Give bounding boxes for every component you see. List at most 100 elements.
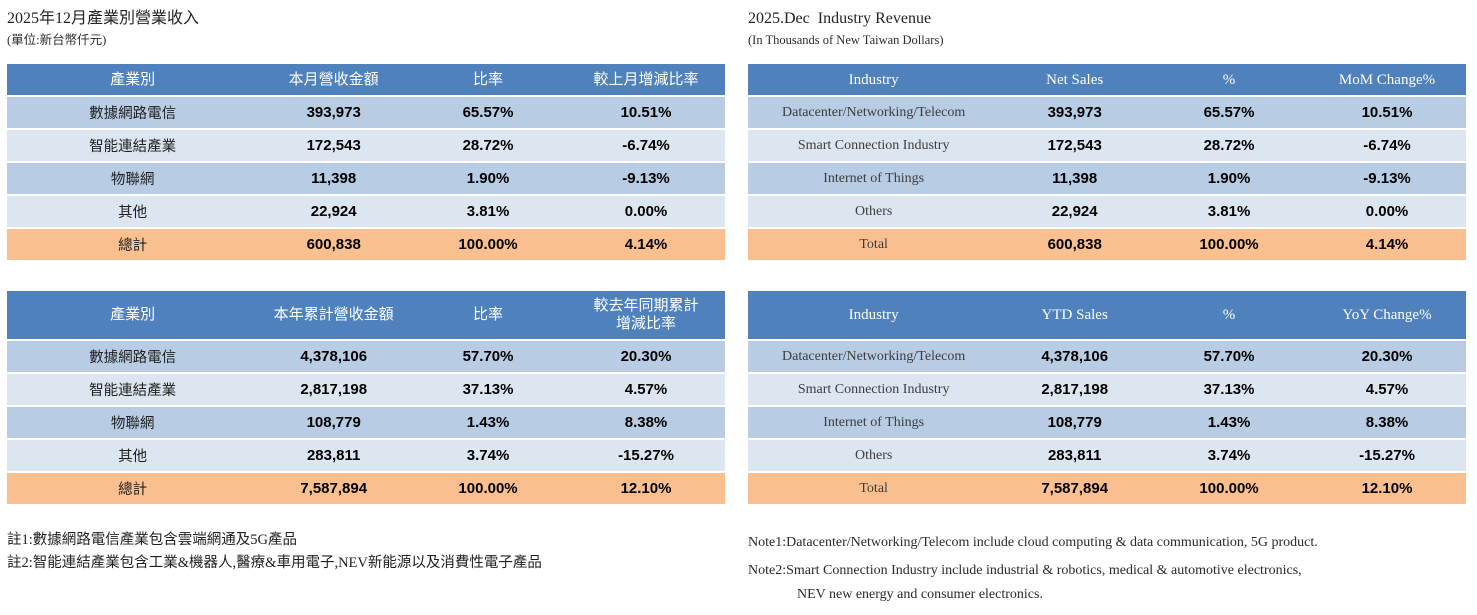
footnotes-zh: 註1:數據網路電信產業包含雲端網通及5G產品 註2:智能連結產業包含工業&機器人… bbox=[7, 529, 725, 575]
total-ytd-sales-cell: 7,587,894 bbox=[999, 473, 1151, 504]
total-mom-change-cell: 4.14% bbox=[567, 229, 725, 260]
table-row: 其他 22,924 3.81% 0.00% bbox=[7, 196, 725, 229]
col-header-net-sales: 本月營收金額 bbox=[258, 64, 410, 97]
percent-cell: 3.81% bbox=[409, 196, 568, 229]
table-row: 智能連結產業 2,817,198 37.13% 4.57% bbox=[7, 374, 725, 407]
industry-cell: 數據網路電信 bbox=[7, 97, 259, 130]
industry-cell: 物聯網 bbox=[7, 407, 259, 440]
table-row: 數據網路電信 4,378,106 57.70% 20.30% bbox=[7, 341, 725, 374]
ytd-sales-cell: 108,779 bbox=[999, 407, 1151, 440]
industry-cell: Smart Connection Industry bbox=[748, 374, 1000, 407]
table-row: 物聯網 108,779 1.43% 8.38% bbox=[7, 407, 725, 440]
mom-change-cell: -9.13% bbox=[567, 163, 725, 196]
yoy-change-cell: -15.27% bbox=[1308, 440, 1466, 473]
total-yoy-change-cell: 12.10% bbox=[567, 473, 725, 504]
col-header-mom-change: 較上月增減比率 bbox=[567, 64, 725, 97]
unit-subtitle-zh: (單位:新台幣仟元) bbox=[7, 33, 107, 47]
percent-cell: 28.72% bbox=[1150, 130, 1309, 163]
mom-change-cell: -6.74% bbox=[1308, 130, 1466, 163]
percent-cell: 1.43% bbox=[409, 407, 568, 440]
industry-cell: 數據網路電信 bbox=[7, 341, 259, 374]
total-yoy-change-cell: 12.10% bbox=[1308, 473, 1466, 504]
unit-subtitle-en: (In Thousands of New Taiwan Dollars) bbox=[748, 33, 944, 47]
percent-cell: 57.70% bbox=[1150, 341, 1309, 374]
header-row: Industry Net Sales % MoM Change% bbox=[748, 64, 1466, 97]
report-title-en: 2025.Dec Industry Revenue bbox=[748, 10, 932, 27]
total-percent-cell: 100.00% bbox=[409, 229, 568, 260]
net-sales-cell: 393,973 bbox=[258, 97, 410, 130]
total-row: Total 600,838 100.00% 4.14% bbox=[748, 229, 1466, 260]
total-row: 總計 7,587,894 100.00% 12.10% bbox=[7, 473, 725, 504]
yoy-change-cell: -15.27% bbox=[567, 440, 725, 473]
percent-cell: 28.72% bbox=[409, 130, 568, 163]
ytd-sales-cell: 4,378,106 bbox=[999, 341, 1151, 374]
table-row: Internet of Things 108,779 1.43% 8.38% bbox=[748, 407, 1466, 440]
note-line: Note1:Datacenter/Networking/Telecom incl… bbox=[748, 535, 1318, 550]
net-sales-cell: 22,924 bbox=[999, 196, 1151, 229]
col-header-industry: 產業別 bbox=[7, 291, 259, 341]
table-row: 智能連結產業 172,543 28.72% -6.74% bbox=[7, 130, 725, 163]
ytd-revenue-table-en: Industry YTD Sales % YoY Change% Datacen… bbox=[748, 291, 1466, 504]
net-sales-cell: 172,543 bbox=[999, 130, 1151, 163]
ytd-sales-cell: 4,378,106 bbox=[258, 341, 410, 374]
total-label-cell: 總計 bbox=[7, 473, 259, 504]
col-header-percent: % bbox=[1150, 64, 1309, 97]
industry-cell: 智能連結產業 bbox=[7, 130, 259, 163]
percent-cell: 3.74% bbox=[1150, 440, 1309, 473]
ytd-sales-cell: 2,817,198 bbox=[258, 374, 410, 407]
net-sales-cell: 22,924 bbox=[258, 196, 410, 229]
footnotes-en: Note1:Datacenter/Networking/Telecom incl… bbox=[748, 531, 1466, 607]
yoy-change-cell: 4.57% bbox=[1308, 374, 1466, 407]
col-header-industry: Industry bbox=[748, 64, 1000, 97]
industry-cell: Datacenter/Networking/Telecom bbox=[748, 97, 1000, 130]
yoy-change-cell: 8.38% bbox=[1308, 407, 1466, 440]
industry-cell: Smart Connection Industry bbox=[748, 130, 1000, 163]
percent-cell: 1.43% bbox=[1150, 407, 1309, 440]
yoy-change-cell: 4.57% bbox=[567, 374, 725, 407]
percent-cell: 37.13% bbox=[409, 374, 568, 407]
note-line: 註1:數據網路電信產業包含雲端網通及5G產品 bbox=[7, 532, 297, 548]
table-row: 數據網路電信 393,973 65.57% 10.51% bbox=[7, 97, 725, 130]
percent-cell: 1.90% bbox=[409, 163, 568, 196]
col-header-mom-change: MoM Change% bbox=[1308, 64, 1466, 97]
percent-cell: 65.57% bbox=[1150, 97, 1309, 130]
percent-cell: 37.13% bbox=[1150, 374, 1309, 407]
monthly-revenue-table-en: Industry Net Sales % MoM Change% Datacen… bbox=[748, 64, 1466, 260]
industry-cell: Others bbox=[748, 440, 1000, 473]
net-sales-cell: 11,398 bbox=[258, 163, 410, 196]
total-percent-cell: 100.00% bbox=[1150, 229, 1309, 260]
ytd-sales-cell: 283,811 bbox=[999, 440, 1151, 473]
table-row: 物聯網 11,398 1.90% -9.13% bbox=[7, 163, 725, 196]
table-row: Internet of Things 11,398 1.90% -9.13% bbox=[748, 163, 1466, 196]
col-header-percent: 比率 bbox=[409, 291, 568, 341]
net-sales-cell: 11,398 bbox=[999, 163, 1151, 196]
col-header-ytd-sales: YTD Sales bbox=[999, 291, 1151, 341]
industry-cell: 物聯網 bbox=[7, 163, 259, 196]
percent-cell: 3.81% bbox=[1150, 196, 1309, 229]
total-net-sales-cell: 600,838 bbox=[258, 229, 410, 260]
header-row: 產業別 本月營收金額 比率 較上月增減比率 bbox=[7, 64, 725, 97]
report-title-zh: 2025年12月產業別營業收入 bbox=[7, 10, 200, 27]
total-percent-cell: 100.00% bbox=[1150, 473, 1309, 504]
yoy-change-cell: 8.38% bbox=[567, 407, 725, 440]
monthly-revenue-table-zh: 產業別 本月營收金額 比率 較上月增減比率 數據網路電信 393,973 65.… bbox=[7, 64, 725, 260]
table-row: 其他 283,811 3.74% -15.27% bbox=[7, 440, 725, 473]
col-header-percent: % bbox=[1150, 291, 1309, 341]
total-row: 總計 600,838 100.00% 4.14% bbox=[7, 229, 725, 260]
mom-change-cell: 0.00% bbox=[567, 196, 725, 229]
total-ytd-sales-cell: 7,587,894 bbox=[258, 473, 410, 504]
ytd-sales-cell: 283,811 bbox=[258, 440, 410, 473]
mom-change-cell: 10.51% bbox=[1308, 97, 1466, 130]
table-row: Datacenter/Networking/Telecom 393,973 65… bbox=[748, 97, 1466, 130]
table-row: Smart Connection Industry 172,543 28.72%… bbox=[748, 130, 1466, 163]
english-report-column: 2025.Dec Industry Revenue (In Thousands … bbox=[748, 8, 1466, 611]
note-line: Note2:Smart Connection Industry include … bbox=[748, 563, 1302, 578]
chinese-report-column: 2025年12月產業別營業收入 (單位:新台幣仟元) 產業別 本月營收金額 比率… bbox=[7, 8, 725, 611]
percent-cell: 65.57% bbox=[409, 97, 568, 130]
note-line: 註2:智能連結產業包含工業&機器人,醫療&車用電子,NEV新能源以及消費性電子產… bbox=[7, 555, 542, 571]
net-sales-cell: 393,973 bbox=[999, 97, 1151, 130]
table-row: Smart Connection Industry 2,817,198 37.1… bbox=[748, 374, 1466, 407]
industry-cell: Datacenter/Networking/Telecom bbox=[748, 341, 1000, 374]
total-label-cell: Total bbox=[748, 229, 1000, 260]
